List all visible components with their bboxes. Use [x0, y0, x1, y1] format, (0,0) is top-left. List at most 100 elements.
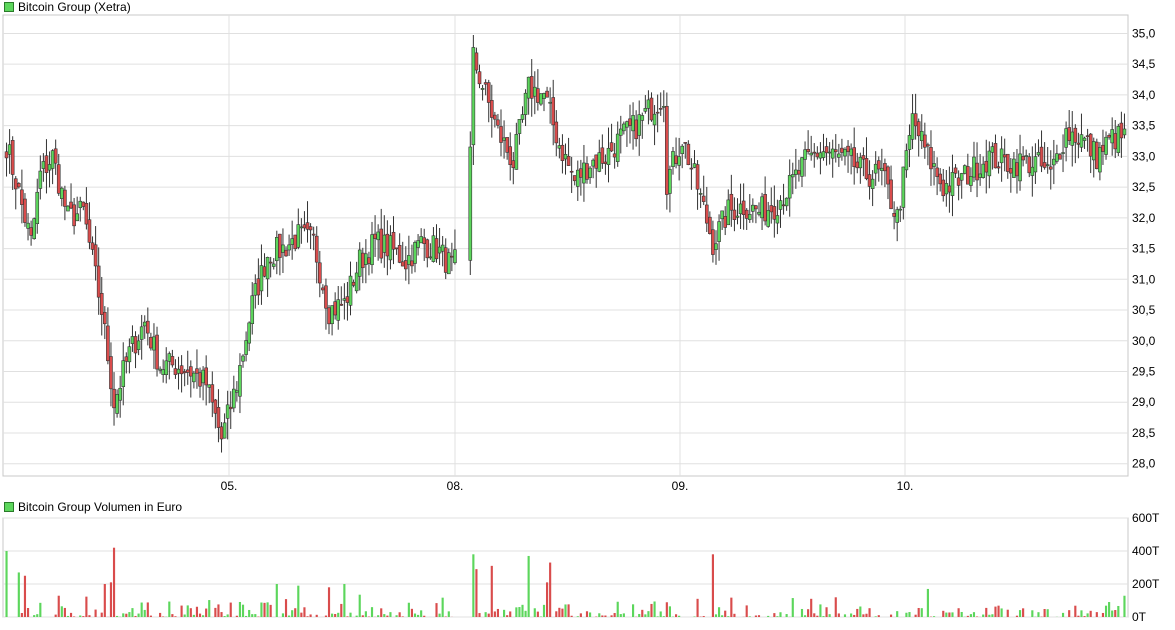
volume-bar — [665, 602, 668, 617]
candle-body — [204, 367, 208, 386]
candle-body — [293, 234, 298, 250]
candle-body — [1024, 155, 1028, 157]
candle-body — [232, 388, 236, 409]
candle-body — [379, 228, 384, 259]
x-tick-label: 09. — [672, 479, 689, 493]
candle-body — [265, 256, 270, 280]
candle-body — [397, 245, 402, 263]
candle-body — [542, 93, 546, 99]
candle-body — [413, 242, 417, 264]
volume-bar — [564, 604, 567, 617]
candle-body — [219, 426, 224, 440]
candle-body — [483, 82, 488, 85]
candle-body — [124, 356, 129, 362]
volume-bar — [355, 615, 358, 617]
volume-bar — [567, 604, 570, 617]
volume-bar — [33, 615, 36, 617]
candle-body — [130, 336, 135, 344]
volume-bar — [932, 616, 936, 617]
candle-body — [821, 151, 826, 158]
candle-body — [29, 227, 33, 236]
candle-body — [158, 368, 162, 371]
volume-bar — [484, 612, 487, 617]
price-y-tick-label: 29,5 — [1132, 365, 1156, 379]
candle-body — [1088, 133, 1093, 157]
candle-body — [532, 86, 537, 97]
volume-bar — [94, 609, 97, 617]
candle-body — [419, 236, 423, 244]
volume-bar — [85, 596, 88, 617]
candle-body — [1070, 131, 1075, 146]
volume-bar — [837, 613, 840, 617]
volume-bar — [638, 613, 641, 617]
volume-bar — [576, 616, 579, 617]
volume-bar — [248, 609, 251, 617]
volume-bar — [370, 607, 374, 617]
volume-bar — [942, 610, 945, 617]
volume-bar — [1117, 605, 1120, 617]
candle-body — [499, 126, 503, 143]
volume-bar — [116, 615, 119, 617]
candle-body — [388, 235, 393, 261]
candle-body — [284, 249, 288, 257]
candle-body — [913, 113, 918, 127]
candle-body — [941, 179, 946, 197]
candle-body — [1015, 162, 1019, 177]
volume-bar — [493, 611, 496, 617]
candle-body — [486, 82, 491, 103]
candle-body — [1027, 156, 1032, 174]
candle-body — [738, 203, 743, 215]
candle-body — [474, 52, 479, 71]
candle-body — [778, 200, 783, 210]
candle-body — [708, 216, 712, 234]
candle-body — [809, 152, 813, 156]
candle-body — [192, 372, 196, 383]
candle-body — [185, 369, 190, 373]
volume-bar — [66, 615, 70, 617]
candle-body — [244, 340, 248, 355]
candle-body — [391, 231, 396, 250]
candle-body — [572, 175, 577, 182]
candle-body — [271, 263, 276, 267]
volume-bar — [401, 616, 404, 617]
volume-bar — [324, 615, 328, 617]
candle-body — [146, 320, 150, 334]
candle-body — [44, 155, 49, 174]
volume-bar — [868, 608, 871, 617]
volume-bar — [420, 610, 423, 617]
candle-body — [591, 159, 595, 167]
volume-bar — [604, 615, 607, 617]
volume-bar — [674, 614, 678, 617]
candle-body — [797, 170, 801, 175]
volume-bar — [73, 616, 76, 617]
candle-body — [1039, 146, 1044, 167]
volume-bar — [874, 616, 877, 617]
candle-body — [96, 265, 101, 298]
candle-body — [511, 160, 516, 169]
candle-body — [698, 193, 703, 195]
candle-body — [321, 287, 325, 291]
candle-body — [253, 283, 258, 296]
volume-bar — [198, 613, 202, 617]
candle-body — [139, 326, 144, 340]
candle-body — [830, 148, 835, 159]
candle-body — [149, 336, 153, 349]
volume-bar — [26, 607, 30, 617]
candle-body — [333, 301, 337, 316]
candle-body — [72, 204, 76, 227]
candle-body — [382, 234, 387, 253]
volume-bar — [269, 604, 272, 617]
candle-body — [655, 111, 660, 114]
candle-body — [858, 156, 863, 169]
candle-body — [290, 238, 294, 245]
candle-body — [775, 215, 780, 224]
candle-body — [1030, 166, 1035, 176]
volume-legend-label: Bitcoin Group Volumen in Euro — [18, 500, 183, 514]
volume-bar — [561, 608, 564, 617]
x-tick-label: 08. — [447, 479, 464, 493]
candle-body — [1076, 142, 1081, 145]
candle-body — [32, 218, 36, 240]
candle-body — [876, 160, 881, 170]
volume-bar — [702, 616, 705, 617]
volume-plot-frame — [2, 517, 1129, 618]
